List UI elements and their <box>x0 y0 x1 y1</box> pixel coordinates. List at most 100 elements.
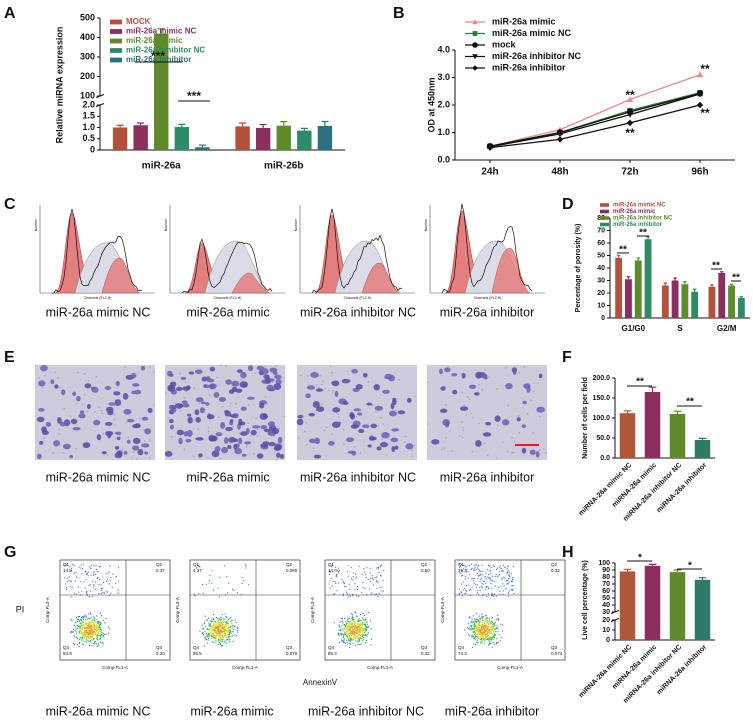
event <box>93 564 95 566</box>
event <box>490 582 492 584</box>
hist-outline <box>51 208 143 294</box>
event <box>91 619 93 621</box>
event <box>496 624 498 626</box>
event <box>355 595 358 597</box>
event <box>216 631 218 633</box>
event <box>355 625 357 627</box>
event <box>375 580 378 582</box>
pore <box>445 436 448 439</box>
panel-letter: C <box>4 196 16 213</box>
event <box>103 592 105 594</box>
event <box>98 621 100 623</box>
event <box>366 621 368 623</box>
cell <box>42 430 49 436</box>
error-bar <box>116 124 124 128</box>
cell <box>511 367 518 373</box>
event <box>87 622 89 624</box>
event <box>344 585 346 588</box>
cell <box>104 386 112 391</box>
cell <box>114 431 122 435</box>
event <box>75 630 77 633</box>
pore <box>179 409 182 412</box>
event <box>472 635 474 637</box>
flow-axis-label: Comp-FL3-A <box>310 597 315 623</box>
cell <box>397 410 406 415</box>
cell <box>69 454 74 459</box>
event <box>476 572 478 575</box>
cell <box>187 413 192 417</box>
cell <box>238 437 243 445</box>
panel-caption: miR-26a mimic NC <box>46 305 151 319</box>
y-tick-label: 100.0 <box>592 415 610 422</box>
event <box>80 616 83 619</box>
event <box>210 628 212 630</box>
cell <box>243 384 247 388</box>
event <box>334 593 336 595</box>
event <box>493 634 495 636</box>
event <box>208 622 210 624</box>
pore <box>331 371 333 374</box>
event <box>488 631 490 633</box>
cell <box>351 368 358 374</box>
legend-label: miR-26a mimic NC <box>492 28 572 38</box>
event <box>472 615 474 617</box>
pore <box>52 452 55 454</box>
event <box>346 570 349 573</box>
event <box>85 592 87 594</box>
cell <box>485 421 492 426</box>
error-bar <box>648 563 657 566</box>
event <box>361 635 363 637</box>
pore <box>58 432 61 435</box>
y-tick-label: 0 <box>606 637 610 644</box>
event <box>218 596 221 598</box>
event <box>350 630 352 633</box>
event <box>75 636 77 638</box>
event <box>359 631 361 633</box>
bar <box>154 33 169 150</box>
event <box>79 622 81 624</box>
event <box>489 569 491 571</box>
event <box>220 632 222 634</box>
event <box>100 637 102 640</box>
event <box>480 638 482 641</box>
event <box>94 640 96 643</box>
event <box>472 622 474 624</box>
event <box>79 627 81 629</box>
event <box>512 588 514 590</box>
event <box>490 637 492 639</box>
event <box>226 626 228 628</box>
event <box>217 626 219 628</box>
event <box>214 628 216 630</box>
cell <box>114 445 120 450</box>
event <box>340 634 342 636</box>
pore <box>461 426 464 429</box>
event <box>88 621 91 623</box>
event <box>481 633 483 636</box>
bar <box>728 285 735 318</box>
event <box>208 629 210 631</box>
cell <box>357 412 363 416</box>
pore <box>305 422 307 424</box>
y-tick-label: 40 <box>597 265 605 272</box>
event <box>212 628 215 631</box>
event <box>508 592 510 594</box>
event <box>491 580 493 582</box>
y-tick-label: 0.5 <box>82 133 95 143</box>
event <box>218 618 221 620</box>
event <box>91 644 93 647</box>
event <box>479 575 481 577</box>
event <box>87 625 89 627</box>
event <box>332 580 334 583</box>
event <box>461 564 463 566</box>
line <box>489 92 701 147</box>
event <box>355 636 357 638</box>
pore <box>216 384 218 386</box>
pore <box>445 404 447 406</box>
event <box>218 621 220 623</box>
cell <box>187 416 193 424</box>
cell <box>459 406 469 411</box>
quadrant-name: Q4 <box>193 645 200 650</box>
event <box>95 630 98 632</box>
event <box>193 593 196 595</box>
event <box>372 584 374 586</box>
